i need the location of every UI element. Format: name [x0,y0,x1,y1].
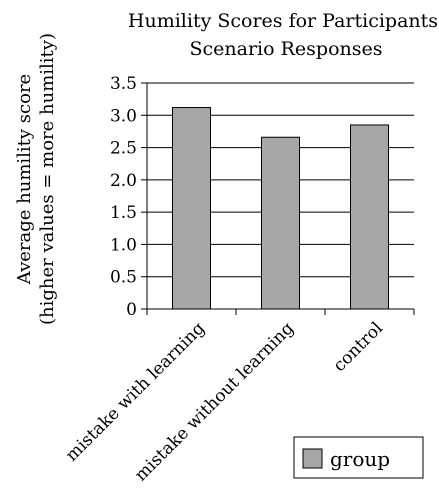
bar-1 [172,107,211,310]
y-tick-label: 0 [126,300,137,320]
legend-label: group [330,447,390,471]
x-category-label: control [330,318,388,376]
y-tick-label: 2.5 [110,139,137,159]
chart-title-line-1: Humility Scores for Participants’ [128,10,439,32]
y-axis-label: Average humility score (higher values = … [14,33,58,325]
y-tick-label: 1.0 [110,235,137,255]
y-axis-label-line-1: Average humility score [14,74,35,285]
y-tick-label: 0.5 [110,268,137,288]
y-tick-label: 1.5 [110,203,137,223]
x-category-label: mistake without learning [131,318,298,485]
chart-title-line-2: Scenario Responses [190,38,383,60]
y-tick-labels: 0 0.5 1.0 1.5 2.0 2.5 3.0 3.5 [110,74,147,320]
bars [172,107,389,310]
y-tick-label: 2.0 [110,171,137,191]
y-axis-label-line-2: (higher values = more humility) [37,33,58,325]
legend: group [293,436,424,479]
bar-2 [261,136,300,310]
axes [146,83,415,315]
y-tick-label: 3.0 [110,106,137,126]
bar-3 [350,124,389,310]
legend-swatch [302,448,323,469]
y-tick-label: 3.5 [110,74,137,94]
chart-title: Humility Scores for Participants’ Scenar… [128,10,439,60]
